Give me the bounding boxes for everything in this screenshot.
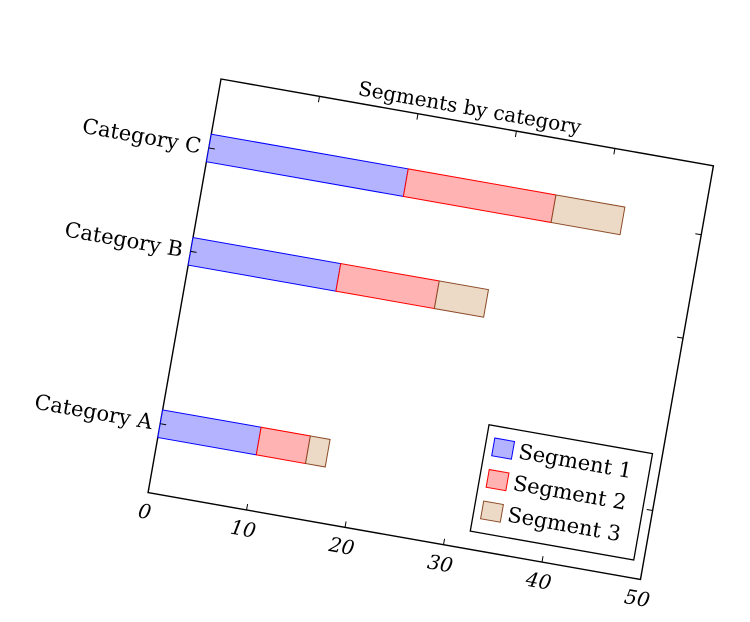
x-tick-label: 40 xyxy=(523,567,553,595)
x-tick-top xyxy=(613,148,616,155)
x-tick-label: 0 xyxy=(136,498,153,524)
bar-segment-3-category-a xyxy=(304,435,331,468)
bar-segment-2-category-c xyxy=(402,168,557,224)
y-tick-right xyxy=(646,508,653,511)
x-tick-label: 20 xyxy=(326,532,356,560)
chart-rotated-group: 0 10 20 30 40 50 Segments by category Categor… xyxy=(33,76,715,612)
legend-box xyxy=(469,424,654,561)
bar-segment-3-category-b xyxy=(433,280,490,318)
y-tick-left xyxy=(160,423,167,426)
x-tick-top xyxy=(514,131,517,138)
legend-swatch-2 xyxy=(485,468,510,492)
x-tick-bottom xyxy=(246,503,249,511)
bar-segment-1-category-c xyxy=(205,133,409,198)
plot-frame xyxy=(147,78,715,581)
x-tick-top xyxy=(317,96,320,103)
x-tick-top xyxy=(416,113,419,120)
plot-area-border xyxy=(147,78,715,581)
x-tick-top xyxy=(711,165,714,172)
ticks-group: 0 10 20 30 40 50 xyxy=(136,78,714,612)
bar-segment-2-category-b xyxy=(335,263,440,310)
y-tick-right xyxy=(677,336,684,339)
x-tick-top xyxy=(219,78,222,85)
x-tick-bottom xyxy=(443,538,446,545)
legend-swatch-1 xyxy=(491,437,516,460)
bar-segment-3-category-c xyxy=(550,194,626,236)
bar-segment-1-category-b xyxy=(187,236,342,292)
category-label: Category B xyxy=(63,217,185,261)
category-label: Category A xyxy=(33,390,155,434)
bar-segment-2-category-a xyxy=(255,426,311,465)
bar-segment-1-category-a xyxy=(157,409,262,456)
legend-swatch-3 xyxy=(480,500,504,523)
x-tick-bottom xyxy=(639,573,643,580)
bars-group xyxy=(157,133,626,468)
y-tick-right xyxy=(695,233,702,236)
x-tick-label: 50 xyxy=(623,584,653,612)
y-tick-left xyxy=(190,250,197,253)
y-tick-left xyxy=(208,147,215,150)
x-tick-bottom xyxy=(147,486,150,493)
chart-title: Segments by category xyxy=(357,76,584,139)
x-tick-bottom xyxy=(541,556,544,563)
category-label: Category C xyxy=(81,114,204,159)
x-tick-label: 10 xyxy=(229,515,259,543)
x-tick-label: 30 xyxy=(426,549,456,577)
x-tick-bottom xyxy=(344,521,347,528)
